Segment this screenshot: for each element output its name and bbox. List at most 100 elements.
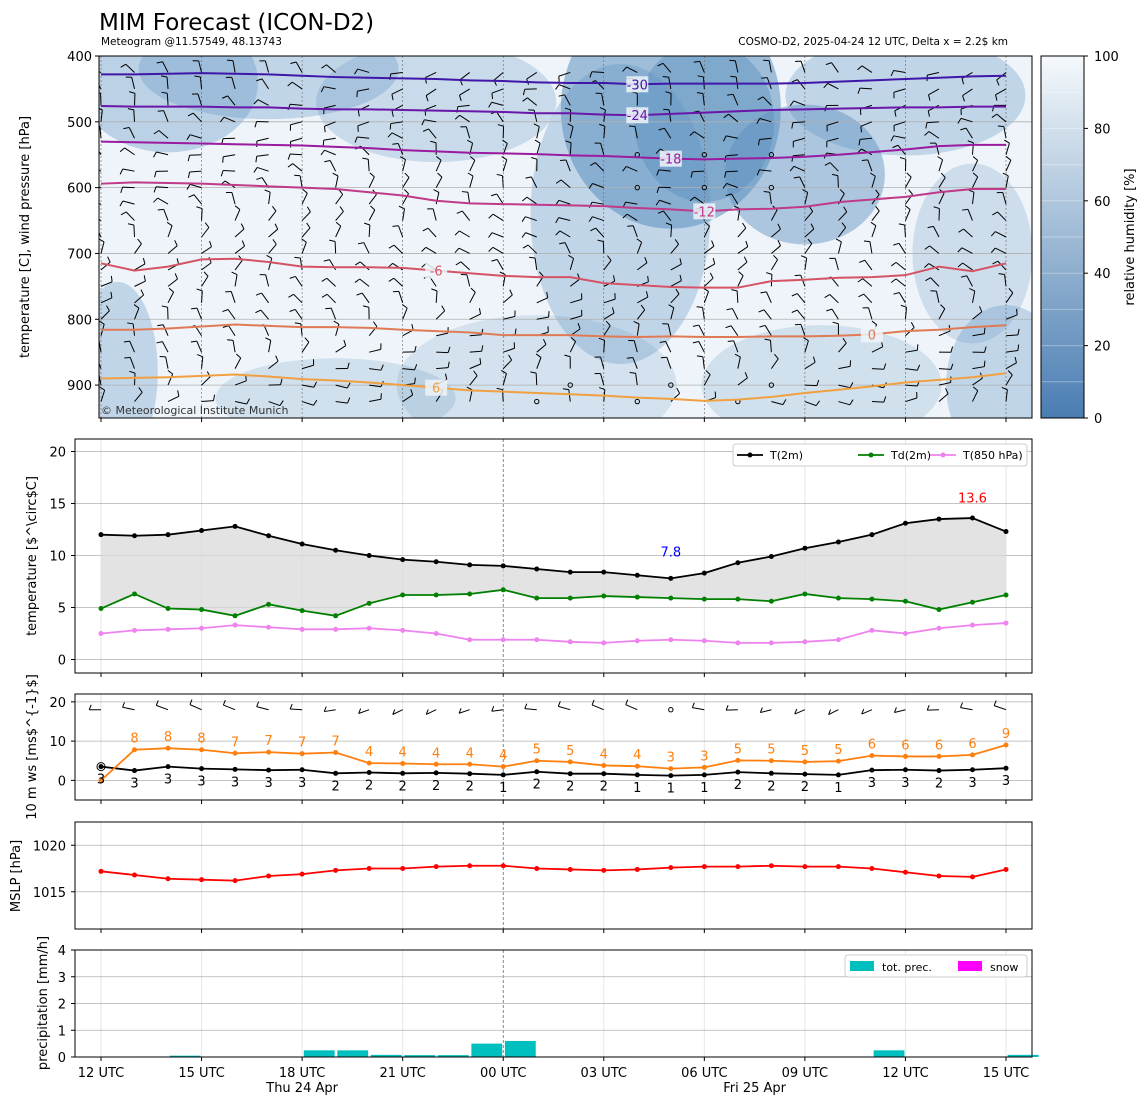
- wind-barb-flag: [960, 127, 967, 131]
- speed-label: 3: [231, 775, 239, 790]
- series-point: [601, 593, 607, 599]
- wind-barb: [837, 175, 839, 188]
- wind-barb-flag: [858, 293, 864, 298]
- wind-barb: [469, 334, 482, 337]
- wind-barb-flag: [734, 205, 740, 210]
- wind-barb: [997, 260, 1007, 271]
- wind-barb-flag: [548, 311, 550, 318]
- wind-barb-flag: [924, 131, 930, 136]
- wind-barb: [134, 307, 140, 320]
- series-point: [199, 766, 205, 772]
- wind-barb: [201, 376, 211, 386]
- series-point: [601, 640, 607, 646]
- wind-barb: [525, 232, 537, 238]
- wind-barb-flag: [86, 68, 89, 73]
- wind-barb-flag: [271, 205, 277, 212]
- wind-barb-flag: [204, 222, 210, 228]
- wind-barb: [670, 392, 680, 402]
- wind-barb: [324, 121, 336, 127]
- wind-barb-flag: [320, 86, 325, 93]
- wind-barb-flag: [791, 79, 798, 83]
- series-point: [835, 772, 841, 778]
- wind-barb-flag: [857, 278, 864, 283]
- series-point: [299, 626, 305, 632]
- isotherm-label-bg: [659, 150, 682, 167]
- wind-barb-flag: [137, 238, 142, 244]
- wind-barb: [428, 128, 437, 139]
- wind-barb-flag: [890, 135, 895, 142]
- series-point: [266, 624, 272, 630]
- wind-barb-flag: [568, 254, 574, 259]
- wind-barb-flag: [174, 240, 178, 246]
- wind-barb: [359, 261, 370, 271]
- wind-barb: [893, 69, 906, 73]
- wind-barb: [234, 274, 238, 287]
- wind-barb-flag: [488, 213, 494, 219]
- wind-barb: [301, 193, 308, 205]
- wind-barb-flag: [177, 390, 180, 397]
- wind-barb: [759, 137, 772, 140]
- surface-wind-flag: [926, 704, 930, 711]
- wind-barb-flag: [893, 292, 900, 295]
- wind-barb: [536, 316, 549, 320]
- wind-barbs: [86, 59, 1020, 407]
- series-point: [567, 771, 573, 777]
- wind-barb-flag: [156, 341, 163, 344]
- wind-barb: [965, 127, 973, 139]
- series-point: [601, 762, 607, 768]
- wind-barb: [357, 136, 370, 139]
- speed-label: 2: [533, 778, 541, 793]
- wind-barb-flag: [863, 240, 870, 243]
- wind-barb: [201, 275, 209, 287]
- wind-barb-flag: [967, 140, 974, 144]
- surface-wind-flag: [289, 703, 293, 710]
- wind-barb-flag: [441, 305, 446, 312]
- series-point: [802, 864, 808, 870]
- surface-wind-flag: [458, 708, 462, 714]
- wind-barb-flag: [313, 399, 318, 406]
- surface-wind-flag: [625, 699, 629, 705]
- surface-wind-barb: [426, 709, 437, 715]
- series-point: [869, 866, 875, 872]
- panel-upper-air: -30 -24 -18 -12 -6 0 6 400 500 600 700 800 900 temp…: [18, 50, 1033, 422]
- speed-label: 1: [633, 781, 641, 796]
- wind-barb-flag: [538, 271, 544, 277]
- wind-barb-flag: [357, 242, 364, 245]
- gust-label: 4: [633, 748, 641, 763]
- wind-barb: [703, 225, 710, 238]
- wind-barb-flag: [555, 84, 560, 90]
- wind-barb: [435, 192, 440, 205]
- wind-barb-flag: [332, 172, 339, 177]
- wind-barb-flag: [898, 223, 905, 226]
- series-point: [1003, 529, 1009, 535]
- gust-label: 6: [868, 738, 876, 753]
- series-point: [467, 562, 473, 568]
- wind-barb: [1005, 292, 1014, 304]
- wind-barb: [905, 368, 918, 371]
- gust-label: 5: [767, 743, 775, 758]
- speed-label: 2: [331, 779, 339, 794]
- surface-wind-flag: [861, 708, 865, 715]
- wind-barb-flag: [186, 184, 191, 190]
- wind-barb-flag: [599, 107, 606, 111]
- wind-barb-flag: [488, 101, 493, 108]
- colorbar: 0 20 40 60 80 100 relative humidity [%]: [1040, 50, 1138, 427]
- wind-barb-flag: [668, 304, 675, 309]
- precip-bar: [303, 1050, 335, 1057]
- wind-barb-flag: [466, 386, 473, 391]
- wind-barb-flag: [287, 81, 293, 87]
- wind-barb-flag: [696, 92, 704, 94]
- wind-barb: [763, 309, 772, 320]
- wind-barb-flag: [730, 75, 737, 78]
- series-point: [165, 876, 171, 882]
- wind-barb: [659, 199, 671, 205]
- wind-barb: [871, 346, 883, 353]
- isotherm-label: -6: [430, 265, 443, 280]
- wind-barb: [460, 261, 471, 271]
- wind-barb: [302, 384, 314, 388]
- series-point: [132, 768, 138, 774]
- wind-barb: [962, 262, 973, 271]
- series-point: [266, 601, 272, 607]
- series-point: [869, 596, 875, 602]
- series-point: [467, 771, 473, 777]
